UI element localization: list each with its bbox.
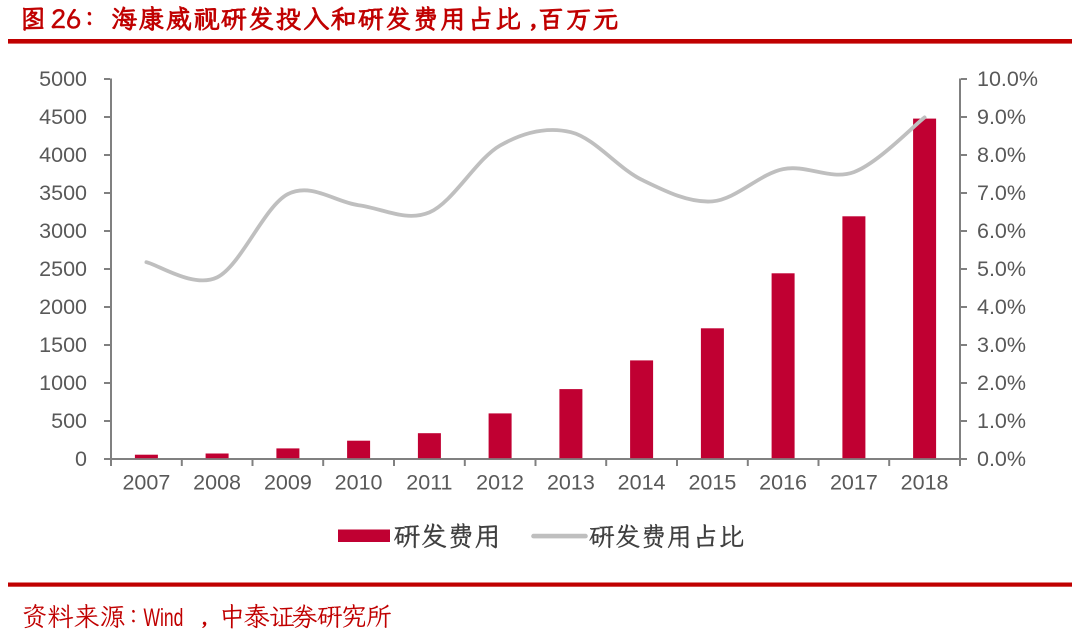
svg-text:4500: 4500 <box>39 105 87 129</box>
svg-text:2010: 2010 <box>335 471 383 495</box>
svg-text:2014: 2014 <box>618 471 666 495</box>
svg-text:Wind: Wind <box>144 603 184 632</box>
svg-text:4.0%: 4.0% <box>977 295 1026 319</box>
svg-text:0: 0 <box>75 447 87 471</box>
svg-text:1.0%: 1.0% <box>977 409 1026 433</box>
svg-text:1500: 1500 <box>39 333 87 357</box>
svg-text:9.0%: 9.0% <box>977 105 1026 129</box>
svg-text:2018: 2018 <box>901 471 949 495</box>
svg-text:7.0%: 7.0% <box>977 181 1026 205</box>
svg-text:4000: 4000 <box>39 143 87 167</box>
svg-text:2007: 2007 <box>122 471 170 495</box>
svg-text:0.0%: 0.0% <box>977 447 1026 471</box>
svg-text:2013: 2013 <box>547 471 595 495</box>
svg-text:3.0%: 3.0% <box>977 333 1026 357</box>
svg-text:500: 500 <box>51 409 87 433</box>
svg-text:8.0%: 8.0% <box>977 143 1026 167</box>
svg-text:2012: 2012 <box>476 471 524 495</box>
svg-text:10.0%: 10.0% <box>977 67 1038 91</box>
svg-text:3500: 3500 <box>39 181 87 205</box>
svg-text:5000: 5000 <box>39 67 87 91</box>
svg-text:2008: 2008 <box>193 471 241 495</box>
svg-text:6.0%: 6.0% <box>977 219 1026 243</box>
svg-text:2500: 2500 <box>39 257 87 281</box>
svg-text:5.0%: 5.0% <box>977 257 1026 281</box>
svg-text:2009: 2009 <box>264 471 312 495</box>
svg-text:2016: 2016 <box>759 471 807 495</box>
svg-text:2000: 2000 <box>39 295 87 319</box>
svg-text:2011: 2011 <box>406 471 452 495</box>
svg-text:1000: 1000 <box>39 371 87 395</box>
svg-text:2017: 2017 <box>830 471 878 495</box>
svg-text:2.0%: 2.0% <box>977 371 1026 395</box>
svg-text:3000: 3000 <box>39 219 87 243</box>
svg-text:2015: 2015 <box>688 471 736 495</box>
